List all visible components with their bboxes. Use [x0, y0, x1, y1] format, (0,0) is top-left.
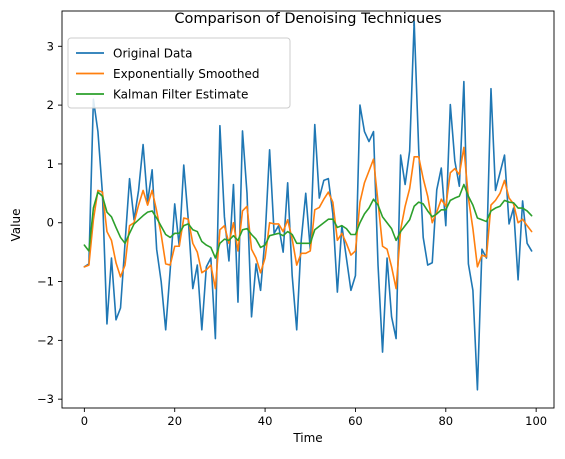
y-tick-label: −1 [37, 275, 54, 289]
y-tick-label: 3 [47, 39, 54, 53]
legend-label: Kalman Filter Estimate [113, 88, 248, 102]
plot-frame [61, 10, 555, 409]
series-line-1 [83, 20, 533, 391]
y-tick-label: 1 [47, 157, 54, 171]
legend-label: Original Data [113, 47, 192, 61]
series-line-3 [83, 183, 533, 259]
chart-title: Comparison of Denoising Techniques [174, 11, 441, 27]
legend-box [67, 37, 291, 109]
x-tick-label: 40 [258, 414, 273, 428]
x-tick-label: 60 [348, 414, 363, 428]
axes: 0 20 40 60 80 100 −3 −2 −1 0 1 2 3 [37, 39, 547, 428]
x-tick-label: 0 [81, 414, 88, 428]
legend-label: Exponentially Smoothed [113, 67, 260, 81]
y-axis-label: Value [9, 209, 23, 242]
y-tick-label: −3 [37, 392, 54, 406]
x-tick-label: 80 [438, 414, 453, 428]
y-tick-label: 0 [47, 216, 54, 230]
legend: Original Data Exponentially Smoothed Kalma… [67, 37, 291, 109]
plot-area [83, 20, 533, 391]
x-tick-label: 100 [525, 414, 547, 428]
y-tick-label: 2 [47, 98, 54, 112]
y-tick-label: −2 [37, 333, 54, 347]
x-axis-label: Time [292, 431, 322, 445]
x-tick-label: 20 [167, 414, 182, 428]
